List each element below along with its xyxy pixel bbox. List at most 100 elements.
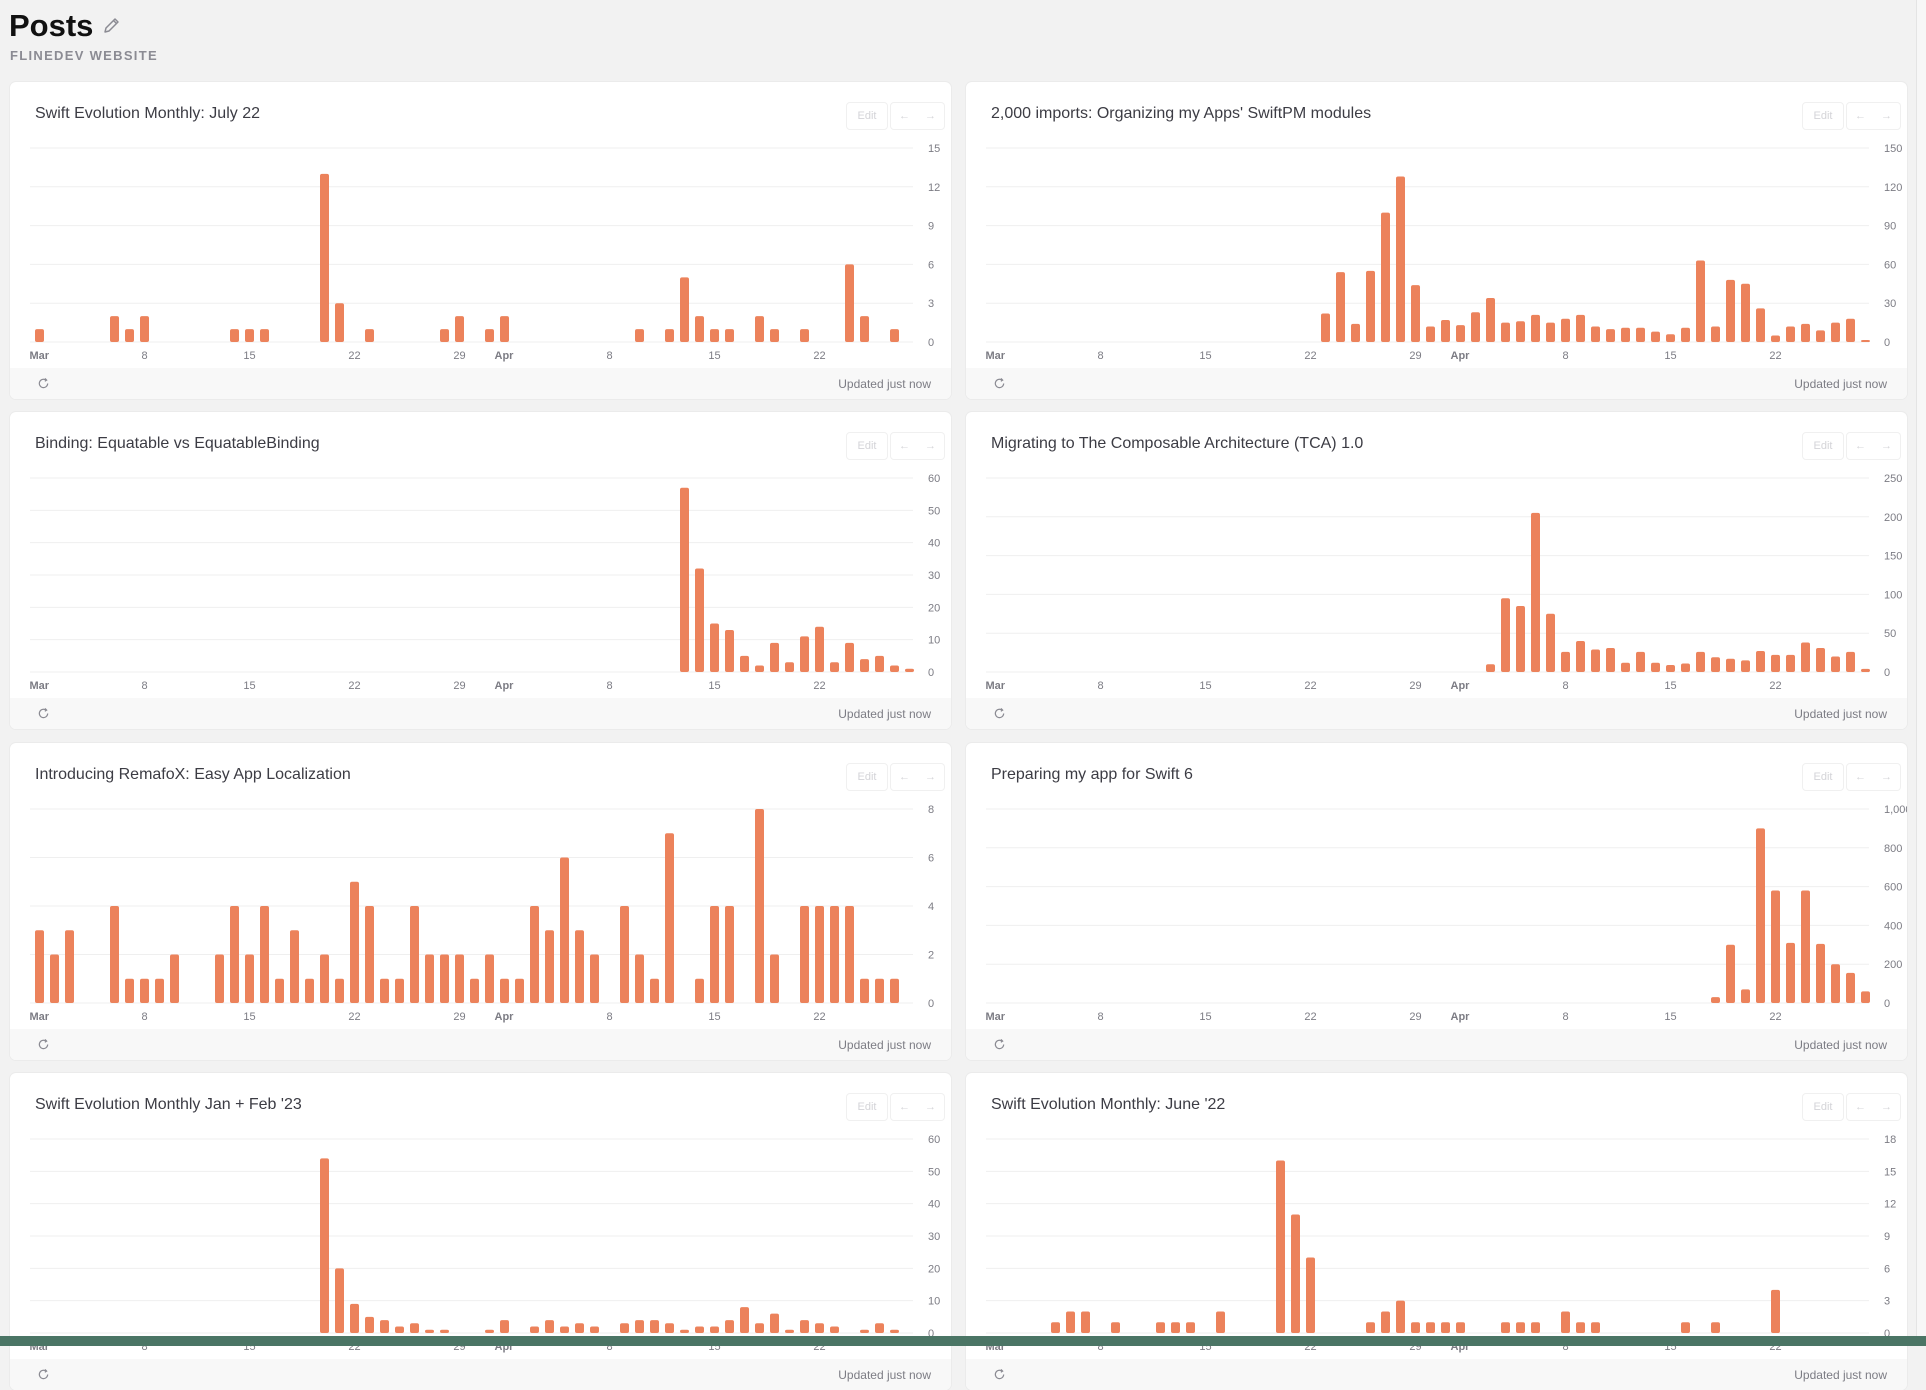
bar[interactable] bbox=[1171, 1322, 1180, 1333]
bar[interactable] bbox=[575, 1323, 584, 1333]
bar[interactable] bbox=[1156, 1322, 1165, 1333]
bar[interactable] bbox=[1831, 656, 1840, 672]
bar[interactable] bbox=[1756, 651, 1765, 672]
bar[interactable] bbox=[1066, 1311, 1075, 1333]
bar[interactable] bbox=[635, 329, 644, 342]
bar[interactable] bbox=[1276, 1160, 1285, 1333]
bar[interactable] bbox=[725, 329, 734, 342]
bar[interactable] bbox=[680, 1329, 689, 1333]
bar[interactable] bbox=[710, 623, 719, 673]
bar[interactable] bbox=[1051, 1322, 1060, 1333]
edit-button[interactable]: Edit bbox=[1802, 1093, 1844, 1121]
bar[interactable] bbox=[1711, 326, 1720, 342]
bar[interactable] bbox=[800, 1320, 809, 1333]
bar[interactable] bbox=[695, 568, 704, 672]
bar[interactable] bbox=[1441, 320, 1450, 342]
bar[interactable] bbox=[1726, 944, 1735, 1003]
bar[interactable] bbox=[470, 978, 479, 1003]
bar[interactable] bbox=[905, 668, 914, 672]
bar[interactable] bbox=[155, 978, 164, 1003]
bar[interactable] bbox=[1651, 662, 1660, 672]
post-title[interactable]: Binding: Equatable vs EquatableBinding bbox=[35, 435, 320, 452]
bar[interactable] bbox=[335, 978, 344, 1003]
bar[interactable] bbox=[500, 1320, 509, 1333]
bar[interactable] bbox=[1771, 890, 1780, 1003]
bar[interactable] bbox=[1636, 651, 1645, 672]
previous-button[interactable]: ← bbox=[1846, 1093, 1875, 1121]
bar[interactable] bbox=[665, 833, 674, 1003]
bar[interactable] bbox=[710, 1326, 719, 1333]
bar[interactable] bbox=[485, 329, 494, 342]
bar[interactable] bbox=[1306, 1257, 1315, 1333]
edit-button[interactable]: Edit bbox=[846, 102, 888, 130]
bar[interactable] bbox=[1801, 642, 1810, 672]
bar[interactable] bbox=[1516, 321, 1525, 342]
bar[interactable] bbox=[1606, 647, 1615, 672]
previous-button[interactable]: ← bbox=[1846, 432, 1875, 460]
bar[interactable] bbox=[815, 906, 824, 1003]
bar[interactable] bbox=[860, 978, 869, 1003]
bar[interactable] bbox=[365, 1316, 374, 1333]
bar[interactable] bbox=[1456, 325, 1465, 342]
bar[interactable] bbox=[1381, 1311, 1390, 1333]
bar[interactable] bbox=[545, 1320, 554, 1333]
bar[interactable] bbox=[125, 329, 134, 342]
post-title[interactable]: Introducing RemafoX: Easy App Localizati… bbox=[35, 766, 351, 783]
post-title[interactable]: 2,000 imports: Organizing my Apps' Swift… bbox=[991, 105, 1372, 122]
bar[interactable] bbox=[1396, 176, 1405, 342]
bar[interactable] bbox=[1501, 1322, 1510, 1333]
bar[interactable] bbox=[755, 809, 764, 1003]
bar[interactable] bbox=[1696, 260, 1705, 342]
bar[interactable] bbox=[290, 930, 299, 1003]
bar[interactable] bbox=[1756, 828, 1765, 1003]
bar[interactable] bbox=[815, 626, 824, 672]
bar[interactable] bbox=[875, 978, 884, 1003]
bar[interactable] bbox=[260, 906, 269, 1003]
post-title[interactable]: Swift Evolution Monthly Jan + Feb '23 bbox=[35, 1096, 302, 1113]
bar[interactable] bbox=[1411, 1322, 1420, 1333]
bar[interactable] bbox=[1606, 329, 1615, 342]
bar[interactable] bbox=[440, 1329, 449, 1333]
bar[interactable] bbox=[665, 1323, 674, 1333]
bar[interactable] bbox=[800, 329, 809, 342]
bar[interactable] bbox=[500, 978, 509, 1003]
bar[interactable] bbox=[845, 642, 854, 672]
bar[interactable] bbox=[1576, 1322, 1585, 1333]
bar[interactable] bbox=[365, 906, 374, 1003]
bar[interactable] bbox=[1801, 890, 1810, 1003]
bar[interactable] bbox=[1471, 312, 1480, 342]
bar[interactable] bbox=[890, 978, 899, 1003]
bar[interactable] bbox=[1861, 668, 1870, 672]
bar[interactable] bbox=[875, 1323, 884, 1333]
bar[interactable] bbox=[530, 906, 539, 1003]
bar[interactable] bbox=[1516, 606, 1525, 672]
bar[interactable] bbox=[260, 329, 269, 342]
refresh-icon[interactable] bbox=[993, 1038, 1006, 1051]
bar[interactable] bbox=[560, 857, 569, 1004]
bar[interactable] bbox=[890, 329, 899, 342]
next-button[interactable]: → bbox=[1873, 1093, 1901, 1121]
bar[interactable] bbox=[455, 954, 464, 1004]
bar[interactable] bbox=[725, 1320, 734, 1333]
bar[interactable] bbox=[65, 930, 74, 1003]
next-button[interactable]: → bbox=[1873, 763, 1901, 791]
previous-button[interactable]: ← bbox=[890, 432, 919, 460]
bar[interactable] bbox=[1081, 1311, 1090, 1333]
bar[interactable] bbox=[1591, 649, 1600, 672]
bar[interactable] bbox=[1861, 991, 1870, 1003]
next-button[interactable]: → bbox=[1873, 432, 1901, 460]
bar[interactable] bbox=[140, 316, 149, 342]
bar[interactable] bbox=[485, 954, 494, 1004]
bar[interactable] bbox=[410, 1323, 419, 1333]
bar[interactable] bbox=[875, 655, 884, 672]
bar[interactable] bbox=[725, 906, 734, 1003]
bar[interactable] bbox=[215, 954, 224, 1004]
bar[interactable] bbox=[1711, 1322, 1720, 1333]
bar[interactable] bbox=[305, 978, 314, 1003]
bar[interactable] bbox=[1741, 660, 1750, 672]
bar[interactable] bbox=[1351, 323, 1360, 342]
bar[interactable] bbox=[755, 1323, 764, 1333]
bar[interactable] bbox=[50, 954, 59, 1004]
bar[interactable] bbox=[515, 978, 524, 1003]
pencil-icon[interactable] bbox=[101, 16, 121, 36]
